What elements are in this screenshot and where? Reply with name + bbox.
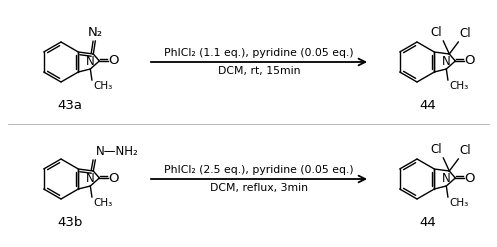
- Text: PhICl₂ (2.5 eq.), pyridine (0.05 eq.): PhICl₂ (2.5 eq.), pyridine (0.05 eq.): [164, 165, 354, 175]
- Text: CH₃: CH₃: [93, 81, 112, 91]
- Text: PhICl₂ (1.1 eq.), pyridine (0.05 eq.): PhICl₂ (1.1 eq.), pyridine (0.05 eq.): [164, 48, 354, 58]
- Text: 43b: 43b: [57, 216, 83, 229]
- Text: N: N: [442, 172, 451, 185]
- Text: Cl: Cl: [431, 143, 442, 156]
- Text: O: O: [109, 171, 119, 185]
- Text: N: N: [442, 55, 451, 68]
- Text: N—NH₂: N—NH₂: [96, 145, 139, 158]
- Text: CH₃: CH₃: [93, 198, 112, 208]
- Text: O: O: [465, 55, 475, 67]
- Text: DCM, rt, 15min: DCM, rt, 15min: [218, 66, 300, 76]
- Text: CH₃: CH₃: [449, 198, 468, 208]
- Text: Cl: Cl: [459, 144, 471, 157]
- Text: 44: 44: [419, 99, 436, 112]
- Text: CH₃: CH₃: [449, 81, 468, 91]
- Text: DCM, reflux, 3min: DCM, reflux, 3min: [210, 183, 308, 193]
- Text: 44: 44: [419, 216, 436, 229]
- Text: 43a: 43a: [58, 99, 83, 112]
- Text: N: N: [86, 172, 95, 185]
- Text: N₂: N₂: [88, 26, 103, 39]
- Text: Cl: Cl: [431, 26, 442, 39]
- Text: Cl: Cl: [459, 27, 471, 40]
- Text: N: N: [86, 55, 95, 68]
- Text: O: O: [465, 171, 475, 185]
- Text: O: O: [109, 55, 119, 67]
